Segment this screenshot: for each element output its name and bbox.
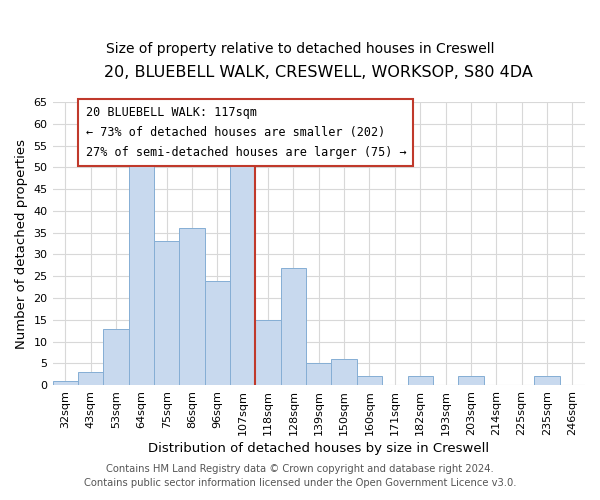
Y-axis label: Number of detached properties: Number of detached properties [15,138,28,348]
Bar [128,163,154,385]
Bar [154,242,179,385]
Bar [458,376,484,385]
Text: Contains HM Land Registry data © Crown copyright and database right 2024.
Contai: Contains HM Land Registry data © Crown c… [84,464,516,487]
Bar [534,376,560,385]
Text: 20 BLUEBELL WALK: 117sqm
← 73% of detached houses are smaller (202)
27% of semi-: 20 BLUEBELL WALK: 117sqm ← 73% of detach… [86,106,406,160]
Bar [256,320,281,385]
Title: 20, BLUEBELL WALK, CRESWELL, WORKSOP, S80 4DA: 20, BLUEBELL WALK, CRESWELL, WORKSOP, S8… [104,65,533,80]
Text: Size of property relative to detached houses in Creswell: Size of property relative to detached ho… [106,42,494,56]
Bar [306,364,331,385]
Bar [281,268,306,385]
Bar [78,372,103,385]
Bar [179,228,205,385]
Bar [230,150,256,385]
X-axis label: Distribution of detached houses by size in Creswell: Distribution of detached houses by size … [148,442,490,455]
Bar [205,280,230,385]
Bar [53,381,78,385]
Bar [407,376,433,385]
Bar [331,359,357,385]
Bar [357,376,382,385]
Bar [103,328,128,385]
